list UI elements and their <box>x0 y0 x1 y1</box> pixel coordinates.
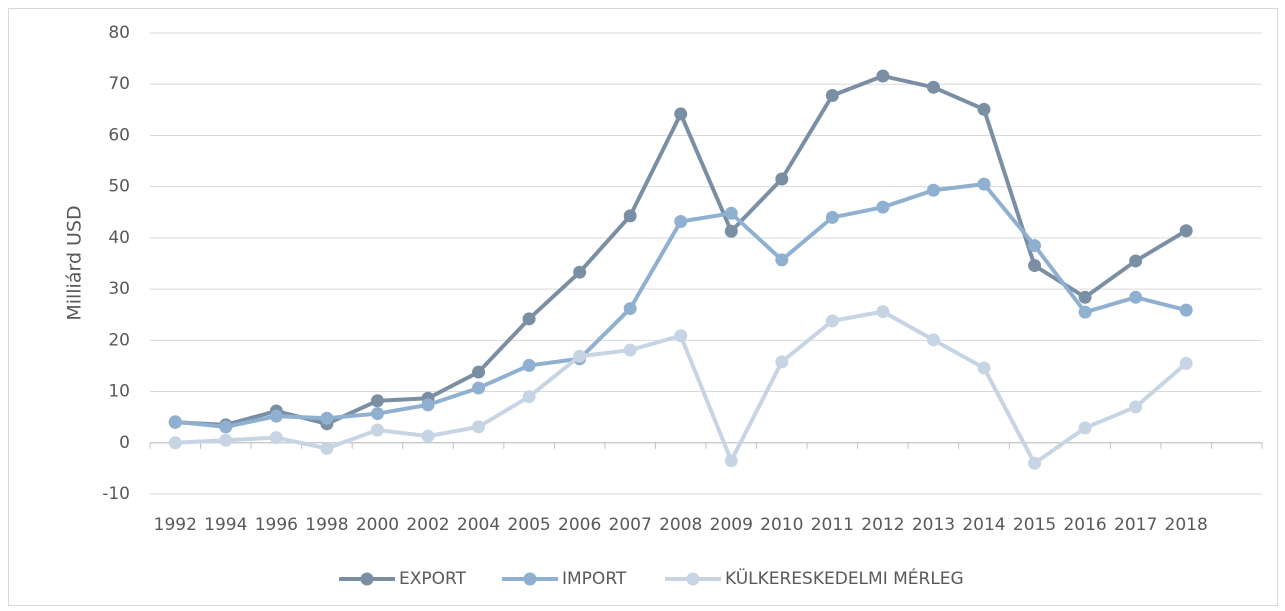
data-point <box>472 420 486 434</box>
data-point <box>775 355 789 369</box>
data-point <box>370 423 384 437</box>
data-point <box>573 349 587 363</box>
data-point <box>876 69 890 83</box>
data-point <box>977 102 991 116</box>
data-point <box>472 365 486 379</box>
x-tick-label: 2016 <box>1063 515 1106 535</box>
data-point <box>1028 239 1042 253</box>
data-point <box>724 206 738 220</box>
data-point <box>926 80 940 94</box>
x-tick-label: 2017 <box>1114 515 1157 535</box>
data-point <box>320 411 334 425</box>
y-tick-label: 80 <box>108 23 130 43</box>
data-point <box>168 436 182 450</box>
data-point <box>1129 254 1143 268</box>
legend-label: KÜLKERESKEDELMI MÉRLEG <box>725 567 964 589</box>
data-point <box>775 172 789 186</box>
data-point <box>370 407 384 421</box>
y-tick-label: 10 <box>108 382 130 402</box>
data-point <box>421 429 435 443</box>
data-point <box>421 398 435 412</box>
legend-marker <box>523 572 537 586</box>
x-tick-label: 2009 <box>710 515 753 535</box>
x-tick-label: 2008 <box>659 515 702 535</box>
data-point <box>674 214 688 228</box>
x-tick-label: 1994 <box>204 515 247 535</box>
data-point <box>775 253 789 267</box>
data-point <box>724 224 738 238</box>
chart-frame <box>8 8 1278 606</box>
x-tick-label: 2002 <box>406 515 449 535</box>
y-tick-label: 0 <box>119 433 130 453</box>
data-point <box>977 361 991 375</box>
x-tick-label: 2004 <box>457 515 500 535</box>
y-axis-label: Milliárd USD <box>64 205 86 320</box>
y-tick-label: 60 <box>108 125 130 145</box>
x-tick-label: 2011 <box>811 515 854 535</box>
data-point <box>1078 421 1092 435</box>
data-point <box>1129 400 1143 414</box>
x-tick-label: 2005 <box>507 515 550 535</box>
y-tick-label: 30 <box>108 279 130 299</box>
data-point <box>926 333 940 347</box>
data-point <box>623 343 637 357</box>
y-tick-label: 40 <box>108 228 130 248</box>
y-tick-label: 50 <box>108 177 130 197</box>
data-point <box>269 409 283 423</box>
x-tick-label: 2007 <box>609 515 652 535</box>
data-point <box>1179 224 1193 238</box>
data-point <box>269 431 283 445</box>
data-point <box>724 454 738 468</box>
data-point <box>1179 356 1193 370</box>
x-tick-label: 1998 <box>305 515 348 535</box>
data-point <box>977 177 991 191</box>
x-tick-label: 2010 <box>760 515 803 535</box>
legend-label: EXPORT <box>399 569 467 589</box>
legend-marker <box>686 572 700 586</box>
data-point <box>472 381 486 395</box>
x-tick-label: 2012 <box>861 515 904 535</box>
data-point <box>825 314 839 328</box>
data-point <box>1078 290 1092 304</box>
x-tick-label: 2018 <box>1165 515 1208 535</box>
data-point <box>876 200 890 214</box>
x-tick-label: 2014 <box>962 515 1005 535</box>
data-point <box>876 305 890 319</box>
data-point <box>320 441 334 455</box>
y-tick-label: 20 <box>108 330 130 350</box>
data-point <box>674 107 688 121</box>
x-tick-label: 2006 <box>558 515 601 535</box>
legend-label: IMPORT <box>562 569 627 589</box>
data-point <box>219 420 233 434</box>
data-point <box>1028 456 1042 470</box>
data-point <box>522 312 536 326</box>
legend-marker <box>360 572 374 586</box>
x-tick-label: 1992 <box>154 515 197 535</box>
data-point <box>1179 303 1193 317</box>
y-tick-label: 70 <box>108 74 130 94</box>
data-point <box>168 415 182 429</box>
x-tick-label: 2013 <box>912 515 955 535</box>
data-point <box>1129 290 1143 304</box>
data-point <box>1028 259 1042 273</box>
data-point <box>825 210 839 224</box>
data-point <box>623 302 637 316</box>
data-point <box>573 265 587 279</box>
data-point <box>370 394 384 408</box>
data-point <box>522 390 536 404</box>
data-point <box>825 88 839 102</box>
data-point <box>1078 305 1092 319</box>
x-tick-label: 1996 <box>255 515 298 535</box>
y-tick-label: -10 <box>102 484 130 504</box>
x-tick-label: 2015 <box>1013 515 1056 535</box>
data-point <box>674 329 688 343</box>
data-point <box>219 433 233 447</box>
data-point <box>623 209 637 223</box>
x-tick-label: 2000 <box>356 515 399 535</box>
data-point <box>926 183 940 197</box>
data-point <box>522 358 536 372</box>
